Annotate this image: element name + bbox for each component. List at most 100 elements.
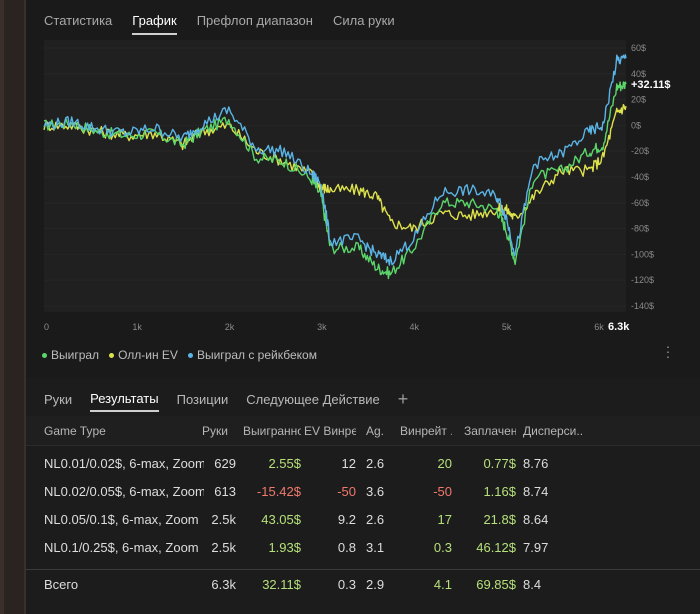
series-line-2 [43, 54, 627, 266]
y-tick-label: 60$ [631, 43, 646, 53]
hands-cell: 2.5k [211, 540, 236, 555]
x-tick-label: 0 [44, 322, 49, 332]
series-line-0 [43, 81, 627, 280]
y-tick-label: -20$ [631, 146, 649, 156]
y-tick-label: -120$ [631, 275, 654, 285]
legend-item-allin-ev[interactable]: Олл-ин EV [109, 348, 178, 362]
total-divider [26, 569, 700, 570]
table-row[interactable]: NL0.1/0.25$, 6-max, Zoom 2.5k 1.93$ 0.8 … [26, 534, 700, 562]
y-tick-label: 20$ [631, 95, 646, 105]
variance-cell: 7.97 [523, 540, 549, 555]
aggression-cell: 3.1 [366, 540, 385, 555]
table-row[interactable]: NL0.01/0.02$, 6-max, Zoom 629 2.55$ 12 2… [26, 450, 700, 478]
tab-preflop-range[interactable]: Префлоп диапазон [196, 13, 313, 28]
x-tick-label: 4k [410, 322, 420, 332]
tab-statistics[interactable]: Статистика [44, 13, 113, 28]
legend-label: Выиграл с рейкбеком [196, 348, 317, 362]
ev-winrate-cell: 9.2 [337, 512, 356, 527]
table-header: Game Type Руки Выигранно EV Винре... Ag.… [26, 416, 700, 446]
hands-cell: 2.5k [211, 512, 236, 527]
paid-cell: 46.12$ [476, 540, 516, 555]
y-tick-label: -140$ [631, 301, 654, 311]
game-type-cell: NL0.01/0.02$, 6-max, Zoom [44, 456, 204, 471]
variance-cell: 8.74 [523, 484, 549, 499]
ev-winrate-cell: 0.3 [337, 577, 356, 592]
legend-dot-icon [109, 352, 115, 358]
variance-cell: 8.64 [523, 512, 549, 527]
tab-graph[interactable]: График [132, 13, 177, 35]
winrate-cell: 17 [437, 512, 452, 527]
ev-winrate-cell: -50 [337, 484, 356, 499]
more-vertical-icon[interactable]: · · · [665, 338, 671, 364]
x-tick-label: 5k [502, 322, 512, 332]
column-header[interactable]: Дисперси... [523, 424, 583, 438]
table-row[interactable]: NL0.05/0.1$, 6-max, Zoom 2.5k 43.05$ 9.2… [26, 506, 700, 534]
left-window-edge-inner [4, 0, 24, 614]
add-tab-icon[interactable]: + [397, 389, 409, 409]
winrate-cell: -50 [433, 484, 452, 499]
legend-item-won[interactable]: Выиграл [42, 348, 99, 362]
x-tick-label: 6k [594, 322, 604, 332]
winrate-cell: 20 [437, 456, 452, 471]
won-cell: 2.55$ [268, 456, 301, 471]
game-type-cell: Всего [44, 577, 79, 592]
winnings-chart: 60$ 40$ 20$ 0$ -20$ -40$ -60$ -80$ -100$ -120$ -14… [43, 43, 670, 333]
won-cell: 32.11$ [262, 577, 301, 592]
tab-positions[interactable]: Позиции [176, 392, 229, 407]
won-cell: 43.05$ [261, 512, 301, 527]
plot-area [44, 40, 626, 312]
tab-next-action[interactable]: Следующее Действие [246, 392, 380, 407]
tab-hand-strength[interactable]: Сила руки [332, 13, 395, 28]
ev-winrate-cell: 12 [341, 456, 356, 471]
hands-cell: 6.3k [211, 577, 236, 592]
x-tick-label: 1k [132, 322, 142, 332]
table-row[interactable]: NL0.02/0.05$, 6-max, Zoom 613 -15.42$ -5… [26, 478, 700, 506]
end-value-label: +32.11$ [631, 79, 670, 91]
paid-cell: 69.85$ [476, 577, 516, 592]
aggression-cell: 3.6 [366, 484, 385, 499]
legend-label: Выиграл [51, 348, 100, 362]
game-type-cell: NL0.1/0.25$, 6-max, Zoom [44, 540, 199, 555]
legend-item-won-rakeback[interactable]: Выиграл с рейкбеком [187, 348, 317, 362]
stats-tabs: Статистика График Префлоп диапазон Сила … [44, 13, 395, 35]
game-type-cell: NL0.02/0.05$, 6-max, Zoom [44, 484, 204, 499]
y-tick-label: 40$ [631, 69, 646, 79]
results-panel: Руки Результаты Позиции Следующее Действ… [26, 380, 700, 614]
total-row[interactable]: Всего 6.3k 32.11$ 0.3 2.9 4.1 69.85$ 8.4 [26, 571, 700, 599]
hands-cell: 613 [214, 484, 236, 499]
column-header[interactable]: Винрейт ... [400, 424, 452, 438]
x-end-label: 6.3k [608, 321, 630, 333]
results-tabs: Руки Результаты Позиции Следующее Действ… [44, 389, 408, 414]
y-tick-label: -100$ [631, 249, 654, 259]
y-tick-label: -60$ [631, 198, 649, 208]
paid-cell: 1.16$ [483, 484, 516, 499]
column-header[interactable]: Ag. [366, 424, 385, 438]
chart-legend: Выиграл Олл-ин EV Выиграл с рейкбеком [42, 348, 317, 362]
chart-panel: Статистика График Префлоп диапазон Сила … [26, 0, 700, 378]
column-header[interactable]: Заплачен... [464, 424, 516, 438]
column-header[interactable]: Game Type [44, 424, 106, 438]
y-tick-label: -40$ [631, 172, 649, 182]
column-header[interactable]: Руки [202, 424, 228, 438]
aggression-cell: 2.6 [366, 512, 385, 527]
y-tick-label: 0$ [631, 120, 641, 130]
variance-cell: 8.76 [523, 456, 549, 471]
paid-cell: 21.8$ [483, 512, 516, 527]
legend-label: Олл-ин EV [118, 348, 178, 362]
column-header[interactable]: EV Винре... [304, 424, 356, 438]
aggression-cell: 2.6 [366, 456, 385, 471]
column-header[interactable]: Выигранно [243, 424, 301, 438]
winrate-cell: 4.1 [433, 577, 452, 592]
ev-winrate-cell: 0.8 [337, 540, 356, 555]
legend-dot-icon [187, 352, 193, 358]
tab-hands[interactable]: Руки [44, 392, 73, 407]
winrate-cell: 0.3 [433, 540, 452, 555]
hands-cell: 629 [214, 456, 236, 471]
y-tick-label: -80$ [631, 224, 649, 234]
series-line-1 [43, 103, 627, 233]
paid-cell: 0.77$ [483, 456, 516, 471]
tab-results[interactable]: Результаты [90, 391, 159, 412]
x-tick-label: 2k [225, 322, 235, 332]
won-cell: 1.93$ [268, 540, 301, 555]
game-type-cell: NL0.05/0.1$, 6-max, Zoom [44, 512, 199, 527]
